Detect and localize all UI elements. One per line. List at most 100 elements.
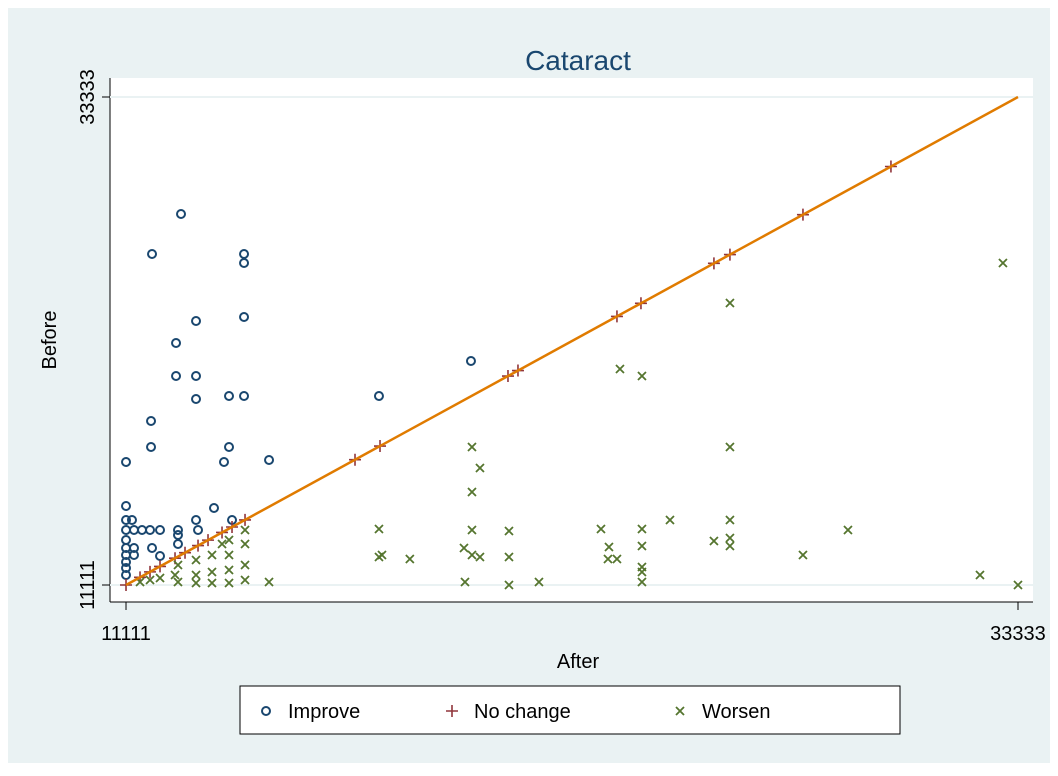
point bbox=[467, 487, 477, 497]
point bbox=[264, 455, 275, 466]
point bbox=[155, 573, 165, 583]
point bbox=[171, 370, 182, 381]
point bbox=[374, 552, 384, 562]
x-tick-label: 33333 bbox=[990, 623, 1046, 645]
point bbox=[224, 442, 235, 453]
point bbox=[191, 514, 202, 525]
y-tick-label: 11111 bbox=[77, 560, 99, 610]
point bbox=[725, 533, 735, 543]
point bbox=[603, 554, 613, 564]
point bbox=[725, 515, 735, 525]
point bbox=[504, 526, 514, 536]
point bbox=[218, 457, 229, 468]
point bbox=[145, 524, 156, 535]
point bbox=[405, 554, 415, 564]
point bbox=[637, 567, 647, 577]
point bbox=[145, 575, 155, 585]
point bbox=[155, 524, 166, 535]
legend bbox=[239, 685, 901, 735]
point bbox=[191, 370, 202, 381]
legend-label: Improve bbox=[288, 701, 360, 723]
point bbox=[798, 550, 808, 560]
point bbox=[475, 552, 485, 562]
point bbox=[975, 570, 985, 580]
point bbox=[460, 577, 470, 587]
point bbox=[596, 524, 606, 534]
point bbox=[637, 524, 647, 534]
point bbox=[467, 442, 477, 452]
point bbox=[172, 539, 183, 550]
legend-label: Worsen bbox=[702, 701, 771, 723]
point bbox=[239, 311, 250, 322]
point bbox=[504, 580, 514, 590]
point bbox=[172, 524, 183, 535]
point bbox=[191, 315, 202, 326]
y-tick-label: 33333 bbox=[77, 69, 99, 125]
point bbox=[725, 442, 735, 452]
point bbox=[207, 567, 217, 577]
x-tick-label: 11111 bbox=[101, 623, 151, 645]
point bbox=[604, 542, 614, 552]
point bbox=[240, 539, 250, 549]
point bbox=[637, 577, 647, 587]
point bbox=[709, 536, 719, 546]
point bbox=[121, 500, 132, 511]
point bbox=[1013, 580, 1023, 590]
point bbox=[612, 554, 622, 564]
point bbox=[224, 535, 234, 545]
point bbox=[475, 463, 485, 473]
x-axis-label: After bbox=[557, 651, 600, 673]
point bbox=[176, 208, 187, 219]
point bbox=[207, 578, 217, 588]
point bbox=[725, 541, 735, 551]
point bbox=[129, 550, 140, 561]
point bbox=[264, 577, 274, 587]
point bbox=[240, 525, 250, 535]
point bbox=[171, 337, 182, 348]
point bbox=[224, 550, 234, 560]
point bbox=[224, 390, 235, 401]
point bbox=[504, 552, 514, 562]
point bbox=[170, 570, 180, 580]
point bbox=[146, 416, 157, 427]
point bbox=[615, 364, 625, 374]
point bbox=[126, 514, 137, 525]
chart-title: Cataract bbox=[525, 45, 631, 76]
y-axis-label: Before bbox=[39, 311, 61, 370]
point bbox=[373, 390, 384, 401]
point bbox=[207, 550, 217, 560]
point bbox=[725, 298, 735, 308]
point bbox=[240, 575, 250, 585]
point bbox=[467, 550, 477, 560]
point bbox=[998, 258, 1008, 268]
legend-label: No change bbox=[474, 701, 571, 723]
point bbox=[239, 248, 250, 259]
point bbox=[239, 257, 250, 268]
point bbox=[147, 248, 158, 259]
point bbox=[637, 541, 647, 551]
point bbox=[172, 529, 183, 540]
point bbox=[147, 542, 158, 553]
point bbox=[121, 557, 132, 568]
point bbox=[155, 550, 166, 561]
point bbox=[191, 578, 201, 588]
legend-marker bbox=[261, 706, 271, 716]
point bbox=[534, 577, 544, 587]
point bbox=[637, 371, 647, 381]
point bbox=[191, 570, 201, 580]
fit-line bbox=[125, 95, 1019, 587]
point bbox=[191, 393, 202, 404]
point bbox=[240, 560, 250, 570]
point bbox=[193, 524, 204, 535]
point bbox=[191, 555, 201, 565]
legend-marker bbox=[675, 706, 685, 716]
point bbox=[467, 525, 477, 535]
legend-marker bbox=[446, 705, 458, 717]
point bbox=[173, 560, 183, 570]
point bbox=[224, 578, 234, 588]
point bbox=[665, 515, 675, 525]
point bbox=[146, 442, 157, 453]
point bbox=[224, 565, 234, 575]
